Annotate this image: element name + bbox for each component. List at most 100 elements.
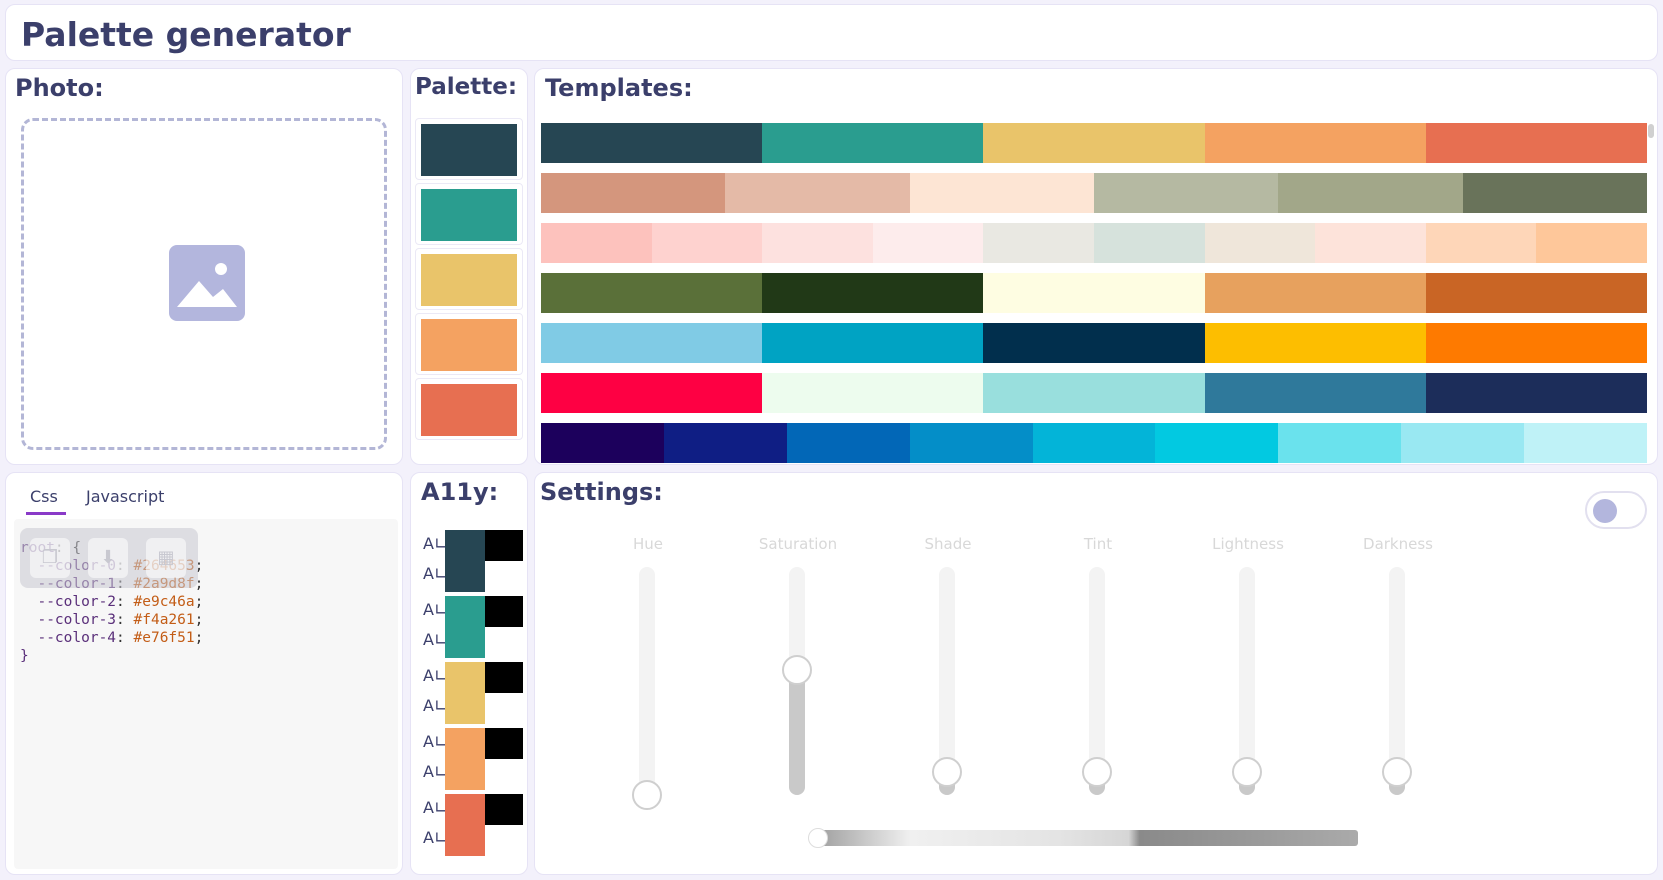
template-color bbox=[786, 423, 910, 463]
template-row[interactable] bbox=[541, 123, 1648, 163]
template-color bbox=[1278, 423, 1402, 463]
code-line: --color-3: #f4a261; bbox=[20, 612, 204, 628]
palette-swatch-slot[interactable] bbox=[415, 183, 523, 245]
settings-toggle[interactable] bbox=[1585, 491, 1647, 529]
contrast-black-sample bbox=[485, 794, 523, 825]
download-icon[interactable]: ⬇ bbox=[88, 538, 128, 578]
contrast-white-sample bbox=[485, 693, 523, 724]
palette-swatch[interactable] bbox=[421, 189, 517, 241]
contrast-check-icon: A∟ bbox=[423, 798, 448, 817]
contrast-check-icon: A∟ bbox=[423, 564, 448, 583]
a11y-title: A11y: bbox=[421, 478, 499, 506]
contrast-black-sample bbox=[485, 728, 523, 759]
template-row[interactable] bbox=[541, 173, 1647, 213]
photo-dropzone[interactable] bbox=[21, 118, 387, 450]
palette-swatch[interactable] bbox=[421, 384, 517, 436]
palette-swatch-slot[interactable] bbox=[415, 248, 523, 310]
slider-handle[interactable] bbox=[932, 757, 962, 787]
slider-track[interactable] bbox=[1382, 567, 1412, 795]
slider-handle[interactable] bbox=[1232, 757, 1262, 787]
slider-darkness: Darkness bbox=[1328, 535, 1468, 795]
palette-swatch[interactable] bbox=[421, 319, 517, 371]
templates-scrollbar[interactable] bbox=[1648, 124, 1654, 138]
template-color bbox=[541, 223, 652, 263]
template-color bbox=[1315, 223, 1426, 263]
template-color bbox=[762, 123, 984, 163]
template-row[interactable] bbox=[541, 273, 1648, 313]
template-color bbox=[762, 223, 873, 263]
template-color bbox=[1093, 173, 1279, 213]
template-color bbox=[1425, 273, 1648, 313]
slider-label: Saturation bbox=[758, 535, 838, 553]
template-color bbox=[663, 423, 787, 463]
palette-swatch-slot[interactable] bbox=[415, 118, 523, 180]
a11y-row: A∟ A∟ bbox=[411, 662, 529, 724]
palette-swatch[interactable] bbox=[421, 124, 517, 176]
palette-swatch[interactable] bbox=[421, 254, 517, 306]
contrast-white-sample bbox=[485, 825, 523, 856]
templates-panel: Templates: bbox=[534, 68, 1658, 465]
template-row[interactable] bbox=[541, 323, 1648, 363]
slider-handle[interactable] bbox=[1382, 757, 1412, 787]
gradient-bar-handle[interactable] bbox=[808, 828, 828, 848]
slider-handle[interactable] bbox=[632, 780, 662, 810]
grid-icon[interactable]: ▦ bbox=[146, 538, 186, 578]
slider-label: Tint bbox=[1083, 535, 1113, 553]
template-color bbox=[541, 123, 763, 163]
code-line: --color-2: #e9c46a; bbox=[20, 594, 204, 610]
palette-panel: Palette: bbox=[410, 68, 528, 465]
slider-tint: Tint bbox=[1028, 535, 1168, 795]
photo-panel: Photo: bbox=[5, 68, 403, 465]
template-color bbox=[762, 273, 984, 313]
slider-track[interactable] bbox=[632, 567, 662, 810]
contrast-check-icon: A∟ bbox=[423, 696, 448, 715]
slider-track[interactable] bbox=[1082, 567, 1112, 795]
template-row[interactable] bbox=[541, 373, 1648, 413]
slider-track[interactable] bbox=[782, 567, 812, 795]
template-color bbox=[541, 373, 763, 413]
template-color bbox=[1032, 423, 1156, 463]
template-color bbox=[1204, 273, 1426, 313]
shade-gradient-bar[interactable] bbox=[808, 828, 1358, 848]
template-color bbox=[909, 423, 1033, 463]
template-color bbox=[1425, 123, 1648, 163]
contrast-check-icon: A∟ bbox=[423, 828, 448, 847]
a11y-swatch bbox=[445, 728, 485, 790]
slider-shade: Shade bbox=[878, 535, 1018, 795]
template-color bbox=[872, 223, 984, 263]
contrast-black-sample bbox=[485, 662, 523, 693]
template-color bbox=[1093, 223, 1205, 263]
slider-handle[interactable] bbox=[1082, 757, 1112, 787]
contrast-check-icon: A∟ bbox=[423, 534, 448, 553]
tab-css[interactable]: Css bbox=[26, 487, 66, 515]
code-toolbar: ❐ ⬇ ▦ bbox=[20, 528, 198, 588]
slider-track[interactable] bbox=[932, 567, 962, 795]
template-color bbox=[1278, 173, 1463, 213]
template-row[interactable] bbox=[541, 423, 1648, 463]
palette-title: Palette: bbox=[415, 74, 518, 100]
contrast-check-icon: A∟ bbox=[423, 732, 448, 751]
template-color bbox=[1524, 423, 1648, 463]
palette-swatch-slot[interactable] bbox=[415, 313, 523, 375]
tab-javascript[interactable]: Javascript bbox=[86, 487, 165, 506]
code-line: --color-4: #e76f51; bbox=[20, 630, 204, 646]
template-color bbox=[1425, 373, 1648, 413]
template-row[interactable] bbox=[541, 223, 1647, 263]
slider-label: Darkness bbox=[1363, 535, 1433, 553]
contrast-black-sample bbox=[485, 530, 523, 561]
slider-hue: Hue bbox=[578, 535, 718, 810]
template-color bbox=[1536, 223, 1647, 263]
template-color bbox=[541, 423, 664, 463]
contrast-black-sample bbox=[485, 596, 523, 627]
slider-track[interactable] bbox=[1232, 567, 1262, 795]
template-color bbox=[651, 223, 763, 263]
template-color bbox=[1425, 223, 1537, 263]
copy-icon[interactable]: ❐ bbox=[30, 538, 70, 578]
slider-fill bbox=[789, 670, 805, 795]
slider-handle[interactable] bbox=[782, 655, 812, 685]
palette-swatch-slot[interactable] bbox=[415, 378, 523, 440]
photo-title: Photo: bbox=[15, 74, 104, 102]
page-title: Palette generator bbox=[21, 15, 351, 54]
a11y-row: A∟ A∟ bbox=[411, 794, 529, 856]
slider-label: Hue bbox=[632, 535, 663, 553]
